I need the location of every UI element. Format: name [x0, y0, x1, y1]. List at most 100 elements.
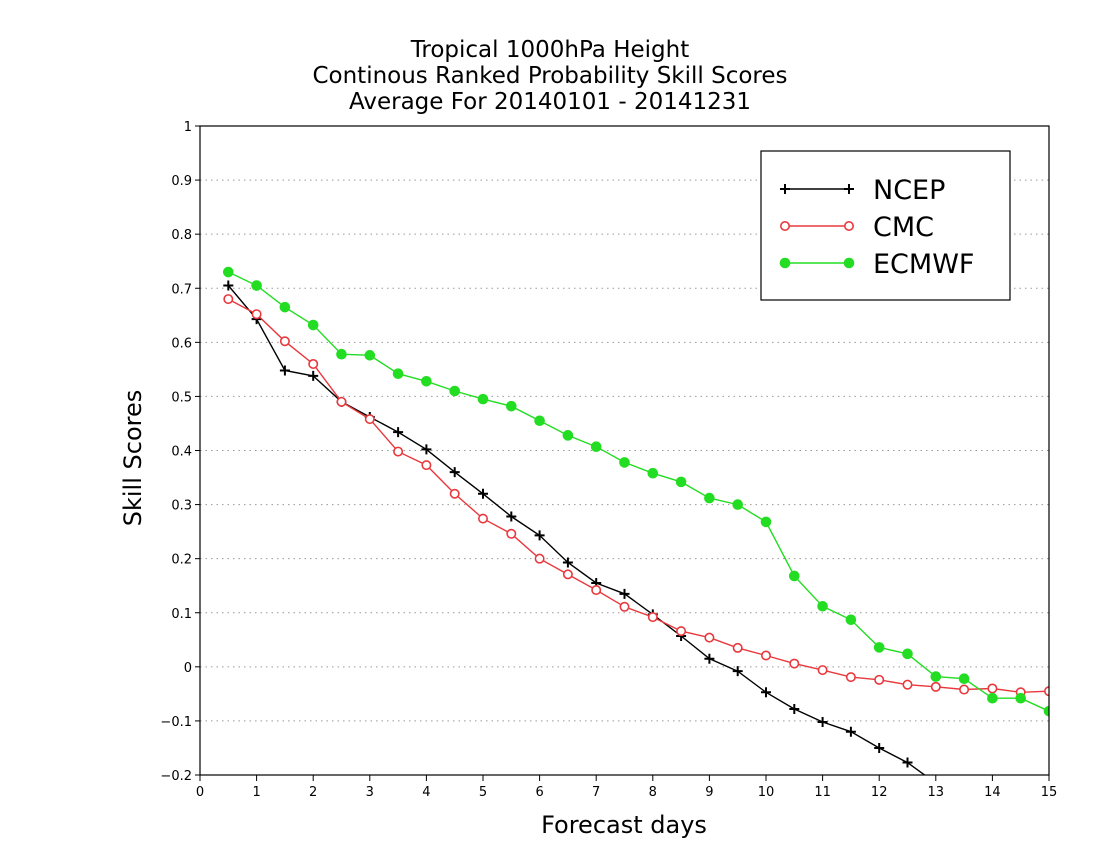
axis-ticks: −0.2−0.100.10.20.30.40.50.60.70.80.910 1 2…	[160, 120, 1057, 800]
ecmwf-point	[449, 385, 461, 397]
cmc-point	[449, 488, 460, 499]
ecmwf-point	[845, 614, 857, 626]
ecmwf-point	[873, 642, 885, 653]
cmc-point	[279, 336, 290, 347]
x-tick-label: 8	[649, 785, 657, 800]
cmc-point	[421, 460, 432, 471]
ncep-point	[874, 742, 885, 753]
cmc-point	[534, 553, 545, 564]
cmc-point	[647, 612, 658, 623]
y-tick-label: 0.5	[171, 390, 192, 405]
cmc-point	[760, 650, 771, 661]
ecmwf-point	[421, 375, 432, 387]
ecmwf-point	[619, 457, 630, 468]
y-tick-label: 0.2	[171, 553, 192, 568]
ecmwf-point	[477, 393, 489, 405]
cmc-point	[676, 626, 687, 637]
legend-swatch-marker	[779, 221, 790, 232]
cmc-point	[364, 414, 375, 425]
legend-label-cmc: CMC	[873, 212, 934, 243]
ecmwf-point	[506, 400, 517, 412]
y-axis-label: Skill Scores	[119, 390, 147, 527]
ecmwf-point	[1015, 692, 1027, 704]
cmc-point	[591, 585, 602, 596]
x-tick-label: 3	[366, 785, 374, 800]
cmc-point	[704, 632, 715, 643]
ecmwf-line	[227, 271, 1049, 712]
ncep-point	[1044, 825, 1054, 835]
x-tick-label: 6	[535, 785, 543, 800]
y-tick-label: 0.4	[171, 445, 192, 460]
legend-item-ecmwf: ECMWF	[779, 249, 974, 280]
ncep-point	[1016, 815, 1026, 825]
ncep-line	[227, 285, 926, 775]
ncep-point	[619, 588, 630, 599]
ncep-point	[817, 716, 828, 727]
series-cmc	[223, 294, 1049, 698]
ecmwf-point	[958, 673, 970, 685]
ecmwf-point	[562, 430, 574, 441]
x-tick-label: 15	[1041, 785, 1058, 800]
series-group	[223, 266, 1054, 835]
x-tick-label: 1	[252, 785, 260, 800]
ncep-point	[789, 704, 800, 715]
legend-item-ncep: NCEP	[780, 175, 945, 206]
x-tick-label: 13	[928, 785, 945, 800]
ncep-point	[223, 280, 234, 291]
ecmwf-point	[732, 499, 744, 510]
ncep-point	[279, 365, 290, 376]
cmc-point	[477, 513, 488, 524]
x-tick-label: 2	[309, 785, 317, 800]
cmc-point	[959, 684, 970, 695]
x-tick-label: 10	[758, 785, 775, 800]
ncep-point	[478, 488, 488, 499]
ecmwf-point	[760, 516, 772, 528]
ecmwf-point	[534, 415, 545, 427]
ncep-point	[562, 557, 573, 568]
ncep-point	[534, 530, 545, 541]
ecmwf-point	[704, 492, 715, 504]
cmc-point	[789, 658, 800, 669]
ncep-point	[902, 757, 913, 768]
x-tick-label: 7	[592, 785, 600, 800]
y-tick-label: 0.6	[171, 336, 192, 351]
x-tick-label: 4	[422, 785, 430, 800]
legend-swatch-marker	[779, 257, 791, 269]
ncep-point	[959, 790, 969, 800]
cmc-point	[393, 446, 404, 457]
chart-title-line-3: Average For 20140101 - 20141231	[348, 89, 752, 115]
cmc-point	[562, 569, 573, 580]
cmc-line	[227, 298, 1049, 694]
ncep-point	[308, 370, 319, 381]
ecmwf-point	[675, 476, 687, 488]
ncep-point	[506, 511, 517, 522]
y-tick-label: 0	[184, 661, 192, 676]
cmc-point	[619, 601, 630, 612]
ecmwf-point	[336, 348, 347, 360]
ncep-point	[421, 444, 432, 455]
series-ecmwf	[223, 266, 1049, 717]
ecmwf-point	[647, 467, 659, 479]
ecmwf-point	[251, 280, 262, 291]
chart-title-line-1: Tropical 1000hPa Height	[410, 37, 690, 63]
ecmwf-point	[279, 301, 291, 313]
x-tick-label: 0	[196, 785, 204, 800]
ecmwf-point	[902, 648, 913, 660]
grid-lines	[200, 179, 1049, 722]
y-tick-label: 0.9	[171, 174, 192, 189]
cmc-point	[817, 665, 828, 676]
y-tick-label: 0.3	[171, 499, 192, 514]
ecmwf-point	[987, 692, 998, 704]
ecmwf-point	[817, 600, 828, 612]
ecmwf-point	[930, 671, 942, 682]
series-ncep	[223, 280, 1054, 835]
y-tick-label: 1	[184, 120, 192, 135]
ncep-point	[845, 726, 856, 737]
ecmwf-point	[392, 368, 404, 380]
cmc-point	[902, 679, 913, 690]
ncep-point	[761, 687, 771, 698]
x-tick-label: 9	[705, 785, 713, 800]
ecmwf-point	[590, 441, 602, 453]
y-tick-label: 0.8	[171, 228, 192, 243]
